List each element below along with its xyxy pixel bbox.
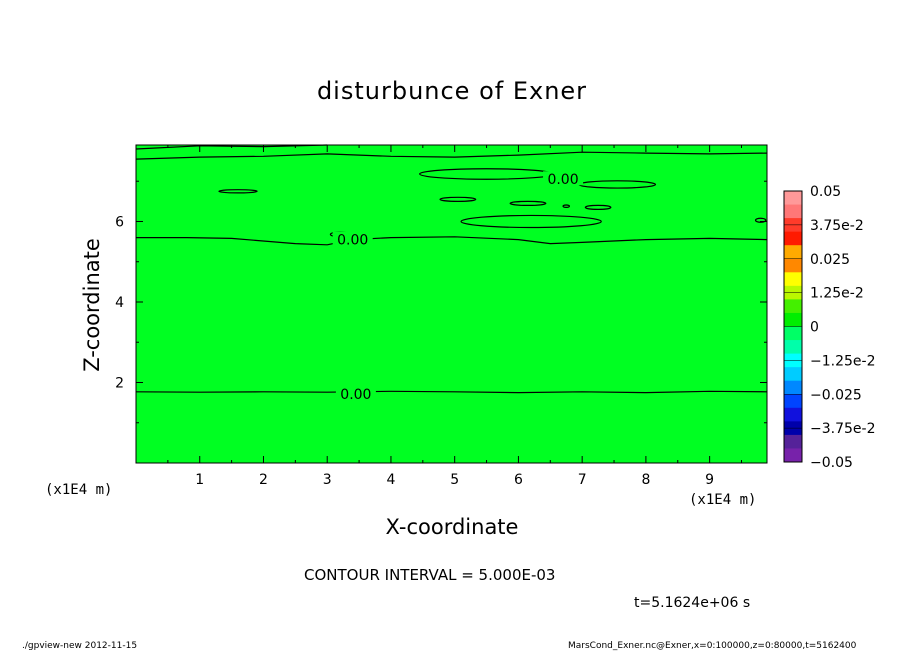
- contour-loop: [562, 204, 571, 208]
- contour-loop: [439, 196, 477, 202]
- contour-loop: [584, 204, 612, 211]
- colorbar-segment: [784, 434, 802, 449]
- contour-line: [135, 390, 768, 394]
- colorbar-segment: [784, 394, 802, 409]
- colorbar-label: 0.025: [810, 252, 850, 268]
- contour-label-bg: [543, 171, 584, 186]
- y-tick-label: 4: [115, 295, 124, 311]
- footer-right: MarsCond_Exner.nc@Exner,x=0:100000,z=0:8…: [568, 641, 857, 651]
- contour-label-bg: [332, 231, 373, 246]
- colorbar-label: 1.25e-2: [810, 286, 864, 302]
- colorbar-label: −0.05: [810, 455, 853, 471]
- contour-loop: [509, 200, 547, 206]
- colorbar-label: 0: [810, 320, 819, 336]
- colorbar-label: −1.25e-2: [810, 353, 875, 369]
- x-axis-label: X-coordinate: [385, 515, 519, 539]
- y-axis-label: Z-coordinate: [80, 238, 104, 372]
- contour-loop: [754, 217, 767, 223]
- contour-loop: [218, 189, 258, 194]
- colorbar-segment: [784, 312, 802, 327]
- x-tick-label: 2: [259, 472, 268, 488]
- colorbar-segment: [784, 258, 802, 273]
- contour-loop: [460, 214, 602, 229]
- x-tick-label: 7: [578, 472, 587, 488]
- colorbar-segment: [784, 367, 802, 382]
- colorbar-segment: [784, 380, 802, 395]
- contour-label: 0.00: [340, 387, 371, 403]
- x-tick-label: 4: [386, 472, 395, 488]
- contour-label: 0.00: [547, 172, 578, 188]
- colorbar-label: −0.025: [810, 387, 862, 403]
- footer-left: ./gpview-new 2012-11-15: [22, 641, 138, 651]
- x-tick-label: 9: [705, 472, 714, 488]
- x-tick-label: 8: [641, 472, 650, 488]
- colorbar-label: 0.05: [810, 184, 841, 200]
- contour-label-bg: [335, 385, 376, 400]
- colorbar-segment: [784, 204, 802, 219]
- colorbar-segment: [784, 448, 802, 463]
- contour-line: [136, 236, 768, 246]
- colorbar-segment: [784, 299, 802, 314]
- colorbar-segment: [784, 340, 802, 355]
- x-unit-label-left: (x1E4 m): [45, 482, 113, 498]
- colorbar-segment: [784, 272, 802, 287]
- y-tick-label: 6: [115, 214, 124, 230]
- x-tick-label: 5: [450, 472, 459, 488]
- colorbar-segment: [784, 407, 802, 422]
- contour-line: [135, 151, 768, 160]
- contour-label: 0.00: [337, 233, 368, 249]
- colorbar-segment: [784, 191, 802, 206]
- colorbar-segment: [784, 326, 802, 341]
- colorbar: 0.05 3.75e-2 0.025 1.25e-2 0 −1.25e-2 −0.025 −3…: [783, 184, 875, 471]
- x-tick-label: 6: [514, 472, 523, 488]
- colorbar-segment: [784, 231, 802, 246]
- y-axis-ticks: 2 4 6: [115, 180, 767, 424]
- contour-labels: 0.00 0.00 0.00: [332, 171, 584, 403]
- x-tick-label: 3: [323, 472, 332, 488]
- colorbar-label: −3.75e-2: [810, 421, 875, 437]
- x-tick-label: 1: [195, 472, 204, 488]
- colorbar-label: 3.75e-2: [810, 218, 864, 234]
- y-tick-label: 2: [115, 375, 124, 391]
- chart-title: disturbunce of Exner: [316, 77, 588, 105]
- time-label: t=5.1624e+06 s: [634, 595, 751, 611]
- contour-interval-text: CONTOUR INTERVAL = 5.000E-03: [304, 566, 556, 584]
- x-axis-ticks: 1 2 3 4 5 6 7 8 9: [167, 145, 743, 488]
- colorbar-segment: [784, 245, 802, 260]
- x-unit-label-right: (x1E4 m): [689, 492, 757, 508]
